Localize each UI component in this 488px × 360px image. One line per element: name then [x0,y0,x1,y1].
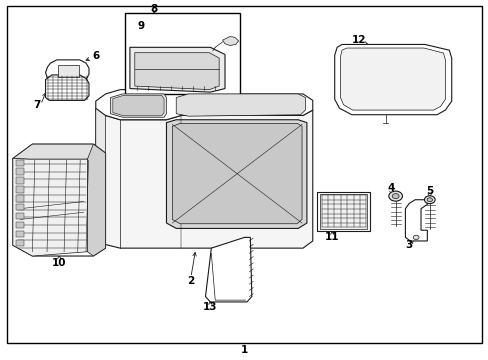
Bar [16,168,23,175]
Bar [16,177,23,184]
Polygon shape [135,53,219,90]
Bar [16,213,23,220]
Text: 7: 7 [34,100,41,110]
Polygon shape [130,47,224,92]
Polygon shape [405,200,427,241]
Circle shape [424,196,434,204]
Circle shape [388,191,402,201]
Polygon shape [96,108,312,248]
Bar [125,13,239,94]
Text: 13: 13 [203,302,217,312]
Polygon shape [172,123,302,224]
Bar [16,222,23,228]
Polygon shape [334,44,451,115]
Polygon shape [45,75,89,100]
Bar [16,240,23,246]
Bar [16,160,23,166]
Text: 11: 11 [325,232,339,242]
Polygon shape [205,237,251,302]
Polygon shape [96,101,105,239]
Polygon shape [110,94,166,117]
Polygon shape [166,120,306,228]
Text: 3: 3 [405,240,412,250]
Circle shape [391,194,398,199]
Polygon shape [13,144,105,256]
Polygon shape [113,95,163,116]
Text: 8: 8 [150,4,158,14]
Bar [319,194,366,229]
Polygon shape [340,48,445,110]
Polygon shape [87,144,105,256]
Polygon shape [222,37,238,45]
Text: 1: 1 [241,345,247,355]
Circle shape [412,235,418,239]
Polygon shape [45,60,89,82]
Bar [16,231,23,237]
Polygon shape [176,94,305,116]
Polygon shape [96,90,312,120]
Text: 4: 4 [386,183,394,193]
Polygon shape [13,144,105,159]
Text: 5: 5 [426,186,432,197]
Polygon shape [13,158,87,256]
Bar [16,186,23,193]
Circle shape [426,198,431,202]
Bar [58,65,79,77]
Text: 2: 2 [187,276,194,286]
Text: 6: 6 [92,51,99,61]
Text: 10: 10 [52,258,66,268]
Bar [16,204,23,211]
Bar [316,192,369,231]
Bar [16,195,23,202]
Text: 9: 9 [137,21,144,31]
Text: 12: 12 [351,35,366,45]
